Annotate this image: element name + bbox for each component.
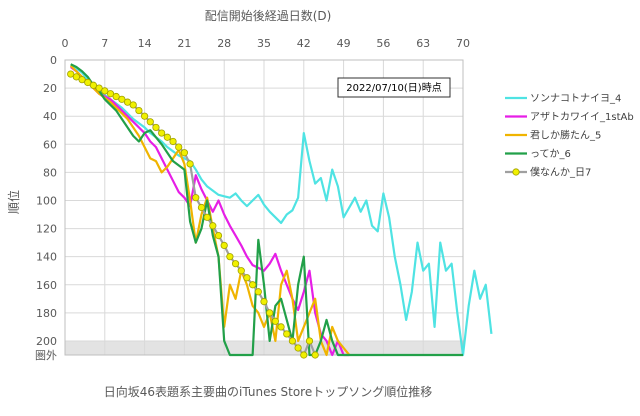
x-tick-label: 63 xyxy=(416,37,430,50)
series-point-5 xyxy=(266,309,274,317)
series-point-5 xyxy=(254,288,262,296)
y-tick-labels: 0 20 40 60 80 100 120 140 160 180 200 xyxy=(36,54,57,348)
x-tick-labels: 0 7 14 21 28 35 42 49 56 63 70 xyxy=(62,37,471,50)
series-point-5 xyxy=(163,133,171,141)
series-point-5 xyxy=(249,281,257,289)
series-point-5 xyxy=(300,351,308,359)
series-point-5 xyxy=(72,73,80,81)
x-tick-label: 0 xyxy=(62,37,69,50)
series-point-5 xyxy=(89,81,98,89)
x-tick-label: 14 xyxy=(138,37,152,50)
series-point-5 xyxy=(84,78,92,87)
x-tick-label: 28 xyxy=(217,37,231,50)
y-tick-label: 80 xyxy=(43,166,57,179)
legend-label-4: ってか_6 xyxy=(530,148,571,160)
legend-marker-5 xyxy=(512,168,520,176)
y-tick-label: 160 xyxy=(36,279,57,292)
series-point-5 xyxy=(283,330,291,338)
y-tick-label: 0 xyxy=(50,54,57,67)
date-annotation-box xyxy=(337,77,451,98)
series-point-5 xyxy=(152,123,160,132)
out-of-rank-label: 圏外 xyxy=(35,349,57,362)
series-line-1 xyxy=(70,64,493,357)
x-tick-label: 49 xyxy=(337,37,351,50)
series-point-5 xyxy=(106,90,115,98)
y-tick-label: 120 xyxy=(36,223,57,236)
series-point-5 xyxy=(112,92,120,101)
legend-label-2: アザトカワイイ_1stAb xyxy=(530,111,634,123)
series-point-5 xyxy=(67,70,75,78)
series-point-5 xyxy=(175,143,183,151)
x-tick-label: 70 xyxy=(456,37,470,50)
plot-frame xyxy=(64,59,464,356)
chart-title: 日向坂46表題系主要曲のiTunes Storeトップソング順位推移 xyxy=(104,384,433,399)
y-tick-label: 40 xyxy=(43,110,57,123)
y-tick-label: 200 xyxy=(36,335,57,348)
y-tick-label: 20 xyxy=(43,82,57,95)
series-point-5 xyxy=(129,101,137,109)
series-point-5 xyxy=(101,87,109,95)
y-tick-label: 60 xyxy=(43,138,57,151)
series-point-5 xyxy=(277,323,285,331)
series-point-5 xyxy=(209,222,217,230)
y-axis-label: 順位 xyxy=(6,190,21,214)
series-point-5 xyxy=(294,344,302,352)
series-point-5 xyxy=(260,298,268,306)
legend-label-1: ソンナコトナイヨ_4 xyxy=(530,93,621,105)
series-point-5 xyxy=(95,84,103,92)
series-point-5 xyxy=(78,76,86,84)
series-point-5 xyxy=(158,129,166,137)
series-point-5 xyxy=(192,194,200,202)
legend: ソンナコトナイヨ_4 アザトカワイイ_1stAb 君しか勝たん_5 ってか_6 僕なんか… xyxy=(505,93,634,179)
series-point-5 xyxy=(237,267,245,275)
series-point-5 xyxy=(169,137,177,146)
series-point-5 xyxy=(231,260,240,268)
y-tick-label: 180 xyxy=(36,307,57,320)
series-point-5 xyxy=(214,231,223,240)
series-point-5 xyxy=(123,98,132,106)
x-axis-label: 配信開始後経過日数(D) xyxy=(205,8,332,23)
series-point-5 xyxy=(311,351,319,359)
series-point-5 xyxy=(305,337,314,345)
date-annotation: 2022/07/10(日)時点 xyxy=(337,77,451,98)
series-point-5 xyxy=(220,241,228,250)
legend-label-3: 君しか勝たん_5 xyxy=(530,129,601,142)
series-point-5 xyxy=(197,203,206,212)
series-point-5 xyxy=(243,274,251,282)
series-line-2 xyxy=(70,66,350,357)
grid xyxy=(64,59,464,356)
date-annotation-text: 2022/07/10(日)時点 xyxy=(346,82,441,94)
x-tick-label: 35 xyxy=(257,37,271,50)
series-point-5 xyxy=(141,112,149,120)
series-layer xyxy=(67,63,493,359)
series-point-5 xyxy=(226,253,234,261)
x-tick-label: 21 xyxy=(177,37,191,50)
series-point-5 xyxy=(118,95,126,103)
series-point-5 xyxy=(180,149,188,157)
series-point-5 xyxy=(146,118,154,126)
x-tick-label: 42 xyxy=(297,37,311,50)
series-point-5 xyxy=(135,106,143,115)
series-point-5 xyxy=(271,317,279,325)
y-tick-label: 140 xyxy=(36,251,57,264)
y-tick-label: 100 xyxy=(36,194,57,207)
series-point-5 xyxy=(186,160,194,168)
series-point-5 xyxy=(288,337,297,345)
x-tick-label: 56 xyxy=(376,37,390,50)
x-tick-label: 7 xyxy=(101,37,108,50)
legend-label-5: 僕なんか_日7 xyxy=(530,166,591,179)
series-point-5 xyxy=(203,213,211,221)
